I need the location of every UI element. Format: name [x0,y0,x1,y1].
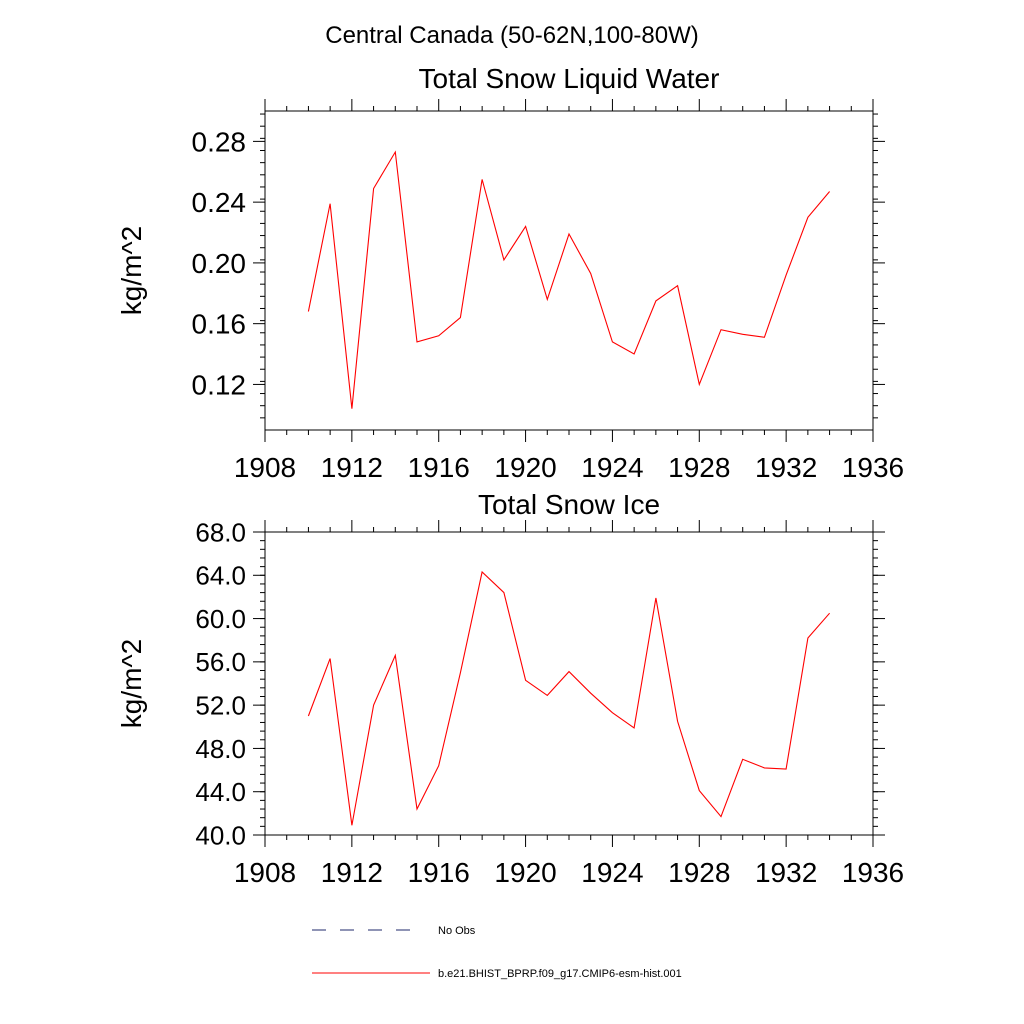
data-point [633,726,636,729]
data-point [741,333,744,336]
plot-frame [264,110,874,431]
legend-model-label: b.e21.BHIST_BPRP.f09_g17.CMIP6-esm-hist.… [438,968,682,980]
data-point [568,233,571,236]
data-point [372,704,375,707]
chart-title: Total Snow Liquid Water [419,63,720,94]
data-point [676,284,679,287]
data-point [394,151,397,154]
chart-panel-snow-ice: Total Snow Ice 1908 1912 1916 1920 1924 1928 19… [116,489,904,888]
series-line [307,150,831,409]
x-tick-label: 1928 [668,452,730,483]
y-tick-label: 40.0 [195,820,246,850]
data-point [589,272,592,275]
data-point [763,766,766,769]
data-point [459,671,462,674]
data-point [416,340,419,343]
data-point [437,334,440,337]
data-point [350,407,353,410]
data-point [828,612,831,615]
data-point [307,714,310,717]
data-point [307,310,310,313]
chart-title: Total Snow Ice [478,489,660,520]
data-point [350,824,353,827]
y-tick-label: 48.0 [195,734,246,764]
data-point [763,336,766,339]
data-point [720,815,723,818]
data-point [698,789,701,792]
y-tick-label: 64.0 [195,561,246,591]
data-point [372,187,375,190]
y-tick-label: 56.0 [195,647,246,677]
x-tick-label: 1912 [321,857,383,888]
x-tick-label: 1924 [581,452,643,483]
data-point [611,340,614,343]
data-point [524,679,527,682]
x-tick-label: 1920 [494,452,556,483]
series-line [307,570,831,826]
data-point [633,353,636,356]
x-tick-label: 1912 [321,452,383,483]
legend: No Obs b.e21.BHIST_BPRP.f09_g17.CMIP6-es… [312,925,682,980]
data-point [459,316,462,319]
data-point [698,383,701,386]
data-point [481,178,484,181]
data-point [676,720,679,723]
data-point [720,328,723,331]
data-point [589,692,592,695]
x-tick-label: 1932 [755,857,817,888]
data-point [329,202,332,205]
data-point [806,216,809,219]
data-point [741,758,744,761]
data-point [481,571,484,574]
data-point [806,637,809,640]
x-tick-label: 1928 [668,857,730,888]
data-point [524,225,527,228]
x-tick-label: 1924 [581,857,643,888]
data-point [394,654,397,657]
x-tick-label: 1932 [755,452,817,483]
x-tick-label: 1936 [842,452,904,483]
y-tick-label: 0.16 [192,309,247,340]
data-point [502,258,505,261]
y-tick-label: 0.12 [192,370,247,401]
data-point [502,591,505,594]
x-tick-label: 1908 [234,452,296,483]
page-title: Central Canada (50-62N,100-80W) [325,22,699,49]
plot-frame [264,531,874,836]
data-point [611,711,614,714]
data-point [654,597,657,600]
chart-panel-snow-liquid-water: Total Snow Liquid Water 1908 1912 1916 1920 1… [116,63,904,483]
legend-obs-label: No Obs [438,925,476,937]
y-tick-label: 0.20 [192,248,247,279]
data-point [828,190,831,193]
data-point [568,670,571,673]
y-tick-label: 0.24 [192,187,247,218]
y-tick-label: 52.0 [195,691,246,721]
data-point [546,298,549,301]
x-tick-label: 1908 [234,857,296,888]
data-point [437,764,440,767]
x-tick-label: 1916 [408,857,470,888]
x-tick-label: 1916 [408,452,470,483]
y-tick-label: 0.28 [192,126,247,157]
data-point [416,808,419,811]
data-point [546,694,549,697]
data-point [785,274,788,277]
x-tick-label: 1936 [842,857,904,888]
y-axis-label: kg/m^2 [116,639,147,728]
data-point [654,299,657,302]
y-axis-label: kg/m^2 [116,226,147,315]
data-point [785,767,788,770]
data-point [329,657,332,660]
y-tick-label: 60.0 [195,604,246,634]
y-tick-label: 44.0 [195,777,246,807]
y-tick-label: 68.0 [195,517,246,547]
x-tick-label: 1920 [494,857,556,888]
